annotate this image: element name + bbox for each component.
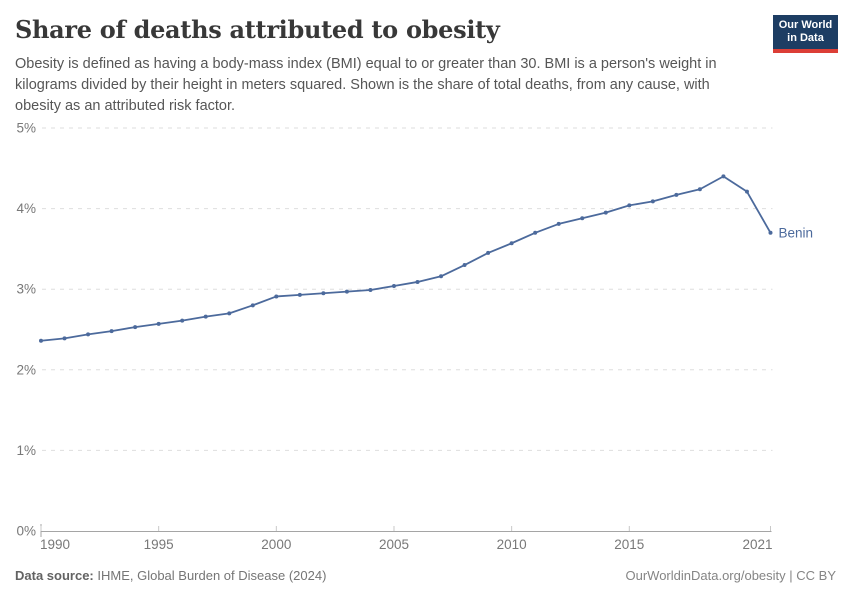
data-point[interactable]	[580, 216, 585, 221]
chart-footer: Data source: IHME, Global Burden of Dise…	[15, 568, 836, 583]
data-point[interactable]	[415, 279, 420, 284]
data-point[interactable]	[62, 336, 67, 341]
y-tick-label: 1%	[16, 443, 36, 458]
data-point[interactable]	[86, 332, 91, 337]
owid-logo-redbar	[773, 49, 838, 53]
x-tick-label: 2010	[497, 537, 527, 552]
x-tick-label: 2005	[379, 537, 409, 552]
data-point[interactable]	[556, 221, 561, 226]
data-point[interactable]	[274, 294, 279, 299]
data-point[interactable]	[109, 329, 114, 334]
data-point[interactable]	[650, 199, 655, 204]
x-tick-label: 2021	[742, 537, 772, 552]
data-point[interactable]	[721, 174, 726, 179]
data-point[interactable]	[674, 192, 679, 197]
data-point[interactable]	[321, 291, 326, 296]
owid-logo-line1: Our World	[778, 19, 833, 31]
data-point[interactable]	[744, 189, 749, 194]
data-point[interactable]	[391, 283, 396, 288]
chart-subtitle: Obesity is defined as having a body-mass…	[15, 54, 755, 117]
credit-link[interactable]: OurWorldinData.org/obesity | CC BY	[625, 568, 837, 583]
data-point[interactable]	[156, 321, 161, 326]
data-point[interactable]	[227, 311, 232, 316]
x-tick-label: 1990	[40, 537, 70, 552]
data-point[interactable]	[697, 187, 702, 192]
data-point[interactable]	[603, 210, 608, 215]
data-point[interactable]	[344, 289, 349, 294]
data-point[interactable]	[768, 230, 773, 235]
data-point[interactable]	[297, 292, 302, 297]
data-point[interactable]	[533, 230, 538, 235]
x-tick-label: 2000	[261, 537, 291, 552]
data-point[interactable]	[627, 203, 632, 208]
subtitle-line: obesity as an attributed risk factor.	[15, 98, 236, 114]
y-tick-label: 5%	[16, 121, 36, 136]
owid-logo-line2: in Data	[787, 32, 824, 44]
data-point[interactable]	[509, 241, 514, 246]
data-point[interactable]	[462, 263, 467, 268]
subtitle-line: Obesity is defined as having a body-mass…	[15, 56, 717, 72]
x-tick-label: 1995	[144, 537, 174, 552]
y-tick-label: 3%	[16, 282, 36, 297]
data-source: Data source: IHME, Global Burden of Dise…	[15, 568, 326, 583]
data-point[interactable]	[439, 274, 444, 279]
data-point[interactable]	[133, 325, 138, 330]
data-point[interactable]	[180, 318, 185, 323]
chart-title: Share of deaths attributed to obesity	[15, 15, 500, 44]
y-tick-label: 0%	[16, 524, 36, 539]
entity-label[interactable]: Benin	[779, 225, 814, 240]
data-point[interactable]	[39, 338, 43, 343]
y-tick-label: 2%	[16, 362, 36, 377]
data-point[interactable]	[368, 288, 373, 293]
owid-logo[interactable]: Our World in Data	[773, 15, 838, 53]
data-source-label: Data source:	[15, 568, 94, 583]
y-tick-label: 4%	[16, 201, 36, 216]
trend-line[interactable]	[40, 175, 772, 342]
data-point[interactable]	[250, 303, 255, 308]
data-point[interactable]	[203, 314, 208, 319]
x-tick-label: 2015	[614, 537, 644, 552]
data-source-text: IHME, Global Burden of Disease (2024)	[93, 568, 327, 583]
subtitle-line: kilograms divided by their height in met…	[15, 77, 710, 93]
data-point[interactable]	[486, 250, 491, 255]
owid-logo-text: Our World in Data	[773, 15, 838, 49]
